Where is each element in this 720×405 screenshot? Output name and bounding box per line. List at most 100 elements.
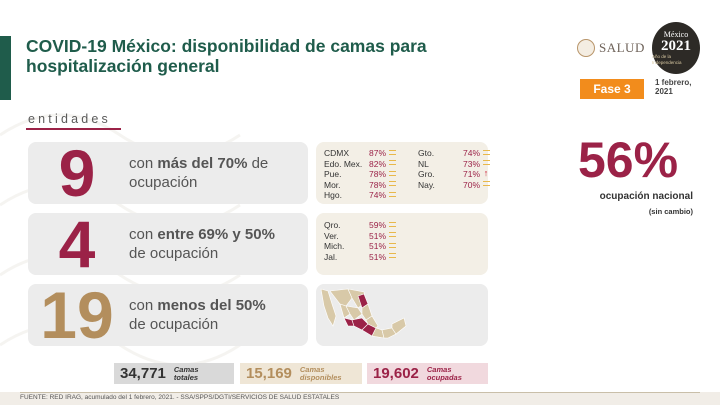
state-pct: 70%	[463, 179, 481, 190]
anniversary-2021-logo: México 2021 Año de la Independencia	[652, 22, 700, 74]
state-name: Hgo.	[324, 190, 342, 200]
desc-line2: ocupación	[129, 174, 198, 191]
state-item: Edo. Mex. 82%	[324, 159, 397, 170]
state-name: Edo. Mex.	[324, 158, 363, 169]
state-pct: 71%	[463, 169, 481, 179]
national-label: ocupación nacional	[599, 191, 693, 202]
state-name: Pue.	[324, 169, 342, 179]
stat-available-beds: 15,169 Camas disponibles	[240, 363, 362, 384]
salud-logo-text: SALUD	[599, 40, 645, 55]
fase-badge: Fase 3	[580, 79, 644, 99]
row-description: con menos del 50% de ocupación	[129, 296, 304, 334]
salud-seal-icon	[577, 39, 595, 57]
state-name: NL	[418, 158, 429, 169]
state-pct: 78%	[369, 169, 387, 179]
desc-pre: con	[129, 297, 158, 314]
state-name: Mich.	[324, 241, 345, 251]
state-item: Mor. 78%	[324, 180, 397, 191]
state-name: Mor.	[324, 179, 341, 190]
mexico-map-icon	[320, 288, 407, 339]
state-pct: 51%	[369, 251, 387, 262]
state-pct: 74%	[463, 148, 481, 158]
desc-line2: de ocupación	[129, 245, 219, 262]
state-item: CDMX 87%	[324, 148, 397, 159]
state-item: Nay. 70%	[418, 180, 491, 191]
panel-high-states: CDMX 87% Edo. Mex. 82% Pue. 78% Mor. 78% Hgo. 74%…	[316, 142, 491, 204]
page-title: COVID-19 México: disponibilidad de camas…	[26, 36, 427, 76]
panel-map	[316, 284, 488, 346]
state-item: Hgo. 74%	[324, 190, 397, 201]
footer-divider	[20, 392, 700, 393]
stat-cap1: Camas	[299, 364, 325, 374]
state-name: Gto.	[418, 148, 435, 158]
equal-icon	[481, 149, 491, 157]
state-name: Gro.	[418, 169, 435, 179]
state-pct: 74%	[369, 190, 387, 200]
panel-mid-states: Qro. 59% Ver. 51% Mich. 51% Jal. 51%	[316, 213, 488, 275]
desc-post: de	[247, 155, 269, 172]
equal-icon	[387, 149, 397, 157]
state-pct: 73%	[463, 158, 481, 169]
national-pct: 56%	[578, 132, 679, 188]
equal-icon	[387, 160, 397, 167]
logo-2021-year: 2021	[661, 38, 691, 54]
row-mid-occupancy: 4 con entre 69% y 50% de ocupación	[28, 207, 308, 281]
state-pct: 59%	[369, 220, 387, 230]
state-name: Ver.	[324, 230, 339, 241]
state-pct: 78%	[369, 179, 387, 190]
stat-num: 19,602	[373, 365, 419, 382]
state-item: Mich. 51%	[324, 241, 397, 252]
desc-line2: de ocupación	[129, 316, 219, 333]
state-name: CDMX	[324, 148, 350, 158]
row-description: con más del 70% de ocupación	[129, 154, 304, 192]
stat-cap2: totales	[173, 372, 199, 382]
states-list-mid: Qro. 59% Ver. 51% Mich. 51% Jal. 51%	[324, 220, 397, 262]
state-pct: 82%	[369, 158, 387, 169]
state-item: Qro. 59%	[324, 220, 397, 231]
section-underline	[26, 128, 121, 130]
logo-2021-bottom: Año de la Independencia	[652, 54, 682, 65]
equal-icon	[387, 221, 397, 229]
state-name: Jal.	[324, 251, 338, 262]
state-item: Jal. 51%	[324, 252, 397, 263]
states-list-left: CDMX 87% Edo. Mex. 82% Pue. 78% Mor. 78% Hgo. 74%	[324, 148, 397, 201]
row-low-occupancy: 19 con menos del 50% de ocupación	[28, 278, 308, 352]
desc-bold: entre 69% y 50%	[157, 226, 275, 243]
state-item: Gro. 71% ↑	[418, 169, 491, 180]
equal-icon	[387, 181, 397, 188]
logo-2021-top: México	[663, 30, 689, 39]
salud-logo: SALUD	[577, 38, 647, 58]
row-description: con entre 69% y 50% de ocupación	[129, 225, 304, 263]
footer: FUENTE: RED IRAG, acumulado del 1 febrer…	[0, 392, 720, 405]
national-sub: (sin cambio)	[648, 207, 693, 216]
stat-cap2: ocupadas	[426, 372, 462, 382]
equal-icon	[481, 160, 491, 167]
state-item: Pue. 78%	[324, 169, 397, 180]
stat-cap2: disponibles	[299, 372, 342, 382]
state-name: Qro.	[324, 220, 341, 230]
desc-pre: con	[129, 155, 158, 172]
report-date-line1: 1 febrero,	[655, 78, 692, 87]
stat-num: 15,169	[246, 365, 292, 382]
row-high-occupancy: 9 con más del 70% de ocupación	[28, 136, 308, 210]
section-label: entidades	[28, 112, 112, 126]
stat-total-beds: 34,771 Camas totales	[114, 363, 234, 384]
stat-num: 34,771	[120, 365, 166, 382]
footer-source: FUENTE: RED IRAG, acumulado del 1 febrer…	[20, 394, 340, 401]
state-name: Nay.	[418, 179, 435, 190]
states-list-right: Gto. 74% NL 73% Gro. 71% ↑ Nay. 70%	[418, 148, 491, 190]
state-pct: 51%	[369, 241, 387, 251]
desc-pre: con	[129, 226, 158, 243]
stat-cap1: Camas	[426, 364, 452, 374]
equal-icon	[387, 242, 397, 250]
equal-icon	[387, 253, 397, 260]
equal-icon	[481, 181, 491, 188]
row-count: 4	[58, 207, 96, 281]
title-accent-bar	[0, 36, 11, 100]
stat-occupied-beds: 19,602 Camas ocupadas	[367, 363, 488, 384]
arrow-up-icon: ↑	[483, 168, 489, 179]
report-date: 1 febrero, 2021	[655, 78, 691, 96]
state-pct: 51%	[369, 230, 387, 241]
desc-bold: más del 70%	[157, 155, 248, 172]
